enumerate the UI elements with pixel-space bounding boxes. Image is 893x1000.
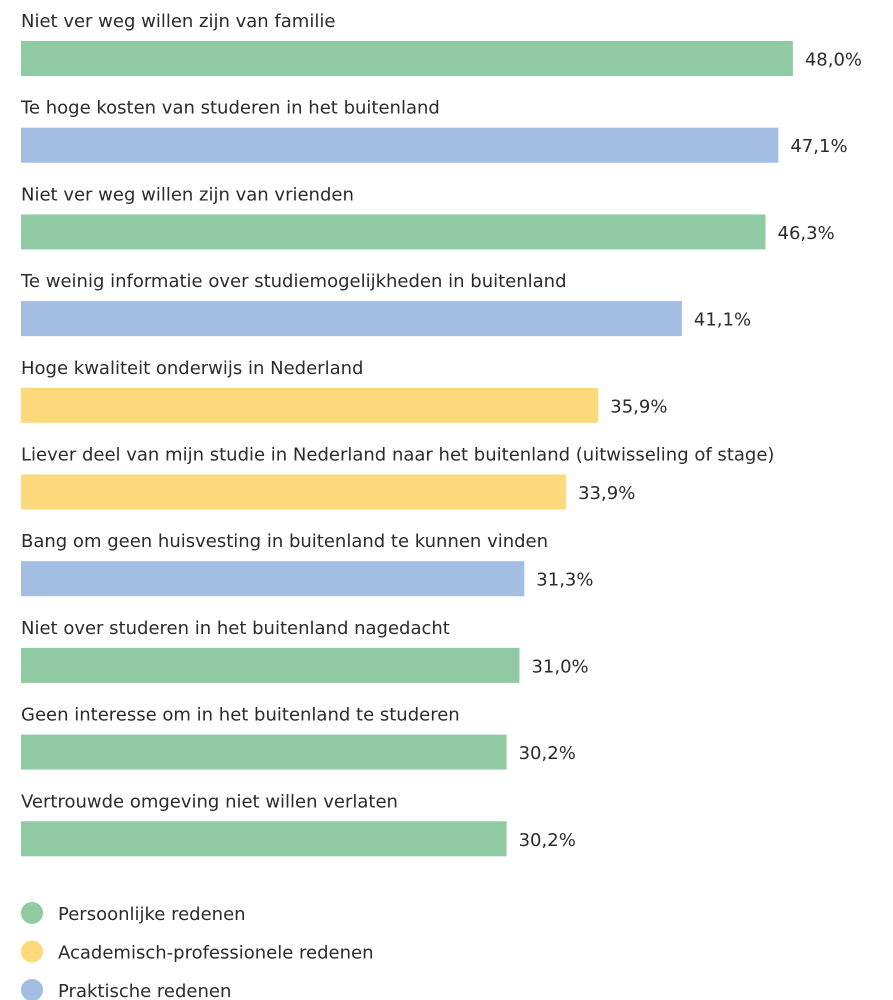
- category-label: Bang om geen huisvesting in buitenland t…: [21, 531, 548, 552]
- legend-label: Persoonlijke redenen: [58, 904, 246, 925]
- category-label: Niet ver weg willen zijn van vrienden: [21, 184, 354, 205]
- category-label: Vertrouwde omgeving niet willen verlaten: [21, 791, 398, 812]
- bar: [21, 387, 599, 423]
- bar: [21, 301, 682, 337]
- value-label: 47,1%: [790, 136, 847, 157]
- legend-label: Academisch-professionele redenen: [58, 943, 374, 964]
- value-label: 30,2%: [519, 743, 576, 764]
- bar: [21, 821, 507, 857]
- value-label: 41,1%: [694, 310, 751, 331]
- bar: [21, 734, 507, 770]
- value-label: 46,3%: [778, 223, 835, 244]
- category-label: Hoge kwaliteit onderwijs in Nederland: [21, 358, 363, 379]
- bar: [21, 41, 793, 76]
- value-label: 33,9%: [578, 483, 635, 504]
- category-label: Niet ver weg willen zijn van familie: [21, 11, 335, 32]
- value-label: 48,0%: [805, 50, 862, 71]
- category-label: Niet over studeren in het buitenland nag…: [21, 618, 450, 639]
- value-label: 31,3%: [536, 570, 593, 591]
- legend-swatch: [21, 940, 43, 963]
- category-label: Te hoge kosten van studeren in het buite…: [20, 98, 440, 119]
- bar: [21, 127, 779, 163]
- category-label: Liever deel van mijn studie in Nederland…: [21, 445, 774, 466]
- bar: [21, 561, 525, 597]
- legend-swatch: [21, 979, 43, 1000]
- category-label: Te weinig informatie over studiemogelijk…: [20, 271, 567, 292]
- bar: [21, 474, 567, 510]
- value-label: 31,0%: [531, 656, 588, 677]
- legend-swatch: [21, 902, 43, 924]
- value-label: 35,9%: [610, 396, 667, 417]
- bar: [21, 214, 766, 250]
- value-label: 30,2%: [519, 830, 576, 851]
- category-label: Geen interesse om in het buitenland te s…: [21, 705, 460, 726]
- legend-label: Praktische redenen: [58, 981, 231, 1000]
- bar: [21, 647, 520, 683]
